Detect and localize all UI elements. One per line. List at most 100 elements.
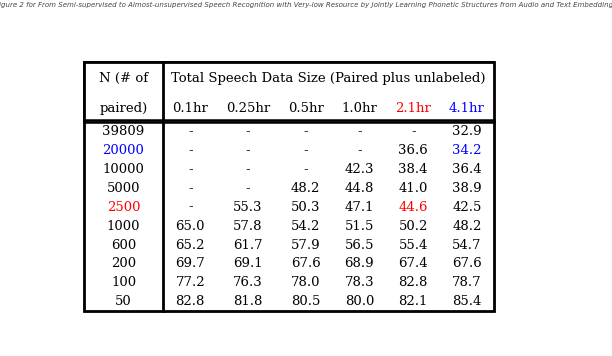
Text: 85.4: 85.4 bbox=[452, 295, 482, 308]
Text: 10000: 10000 bbox=[103, 163, 144, 176]
Bar bbox=[278, 179, 332, 198]
Bar bbox=[278, 141, 332, 160]
Bar bbox=[84, 292, 163, 312]
Text: -: - bbox=[188, 144, 193, 157]
Text: 81.8: 81.8 bbox=[233, 295, 263, 308]
Bar bbox=[163, 141, 217, 160]
Text: -: - bbox=[245, 125, 250, 138]
Bar bbox=[386, 122, 440, 141]
Bar bbox=[278, 95, 332, 122]
Bar bbox=[386, 273, 440, 292]
Text: -: - bbox=[304, 125, 308, 138]
Bar bbox=[217, 122, 278, 141]
Bar bbox=[278, 273, 332, 292]
Text: 51.5: 51.5 bbox=[345, 220, 374, 232]
Bar bbox=[332, 236, 386, 255]
Text: 2.1hr: 2.1hr bbox=[395, 102, 431, 115]
Text: 38.4: 38.4 bbox=[398, 163, 428, 176]
Bar bbox=[217, 198, 278, 216]
Bar bbox=[332, 292, 386, 312]
Text: -: - bbox=[245, 163, 250, 176]
Text: 57.8: 57.8 bbox=[233, 220, 263, 232]
Text: 48.2: 48.2 bbox=[291, 182, 320, 195]
Text: 1.0hr: 1.0hr bbox=[341, 102, 378, 115]
Text: 57.9: 57.9 bbox=[291, 239, 321, 251]
Bar bbox=[386, 141, 440, 160]
Bar bbox=[386, 236, 440, 255]
Bar bbox=[217, 216, 278, 236]
Text: 42.5: 42.5 bbox=[452, 200, 482, 214]
Bar bbox=[278, 255, 332, 273]
Text: 80.0: 80.0 bbox=[345, 295, 374, 308]
Text: 69.1: 69.1 bbox=[233, 257, 263, 271]
Bar bbox=[163, 160, 217, 179]
Text: 50.3: 50.3 bbox=[291, 200, 320, 214]
Bar bbox=[332, 179, 386, 198]
Bar bbox=[332, 95, 386, 122]
Bar bbox=[332, 273, 386, 292]
Bar bbox=[440, 160, 494, 179]
Text: 78.0: 78.0 bbox=[291, 276, 320, 289]
Bar bbox=[84, 62, 163, 122]
Text: paired): paired) bbox=[99, 102, 147, 115]
Bar bbox=[332, 160, 386, 179]
Bar bbox=[440, 273, 494, 292]
Bar bbox=[332, 255, 386, 273]
Text: 82.1: 82.1 bbox=[398, 295, 428, 308]
Text: 82.8: 82.8 bbox=[398, 276, 428, 289]
Bar bbox=[217, 160, 278, 179]
Text: 39809: 39809 bbox=[102, 125, 144, 138]
Bar bbox=[386, 160, 440, 179]
Text: 4.1hr: 4.1hr bbox=[449, 102, 485, 115]
Text: 50.2: 50.2 bbox=[398, 220, 428, 232]
Text: 82.8: 82.8 bbox=[176, 295, 205, 308]
Bar bbox=[440, 216, 494, 236]
Text: -: - bbox=[304, 163, 308, 176]
Text: 65.0: 65.0 bbox=[176, 220, 205, 232]
Bar bbox=[163, 95, 217, 122]
Text: 78.7: 78.7 bbox=[452, 276, 482, 289]
Text: 80.5: 80.5 bbox=[291, 295, 320, 308]
Bar bbox=[332, 141, 386, 160]
Text: 0.1hr: 0.1hr bbox=[173, 102, 208, 115]
Bar bbox=[84, 273, 163, 292]
Bar bbox=[440, 292, 494, 312]
Bar bbox=[84, 179, 163, 198]
Text: -: - bbox=[357, 144, 362, 157]
Bar bbox=[278, 292, 332, 312]
Bar bbox=[84, 141, 163, 160]
Text: 67.4: 67.4 bbox=[398, 257, 428, 271]
Bar bbox=[217, 236, 278, 255]
Text: N (# of: N (# of bbox=[99, 72, 148, 85]
Bar bbox=[217, 255, 278, 273]
Bar bbox=[163, 179, 217, 198]
Bar bbox=[217, 292, 278, 312]
Text: 200: 200 bbox=[111, 257, 136, 271]
Bar bbox=[84, 236, 163, 255]
Text: 2500: 2500 bbox=[106, 200, 140, 214]
Text: 0.5hr: 0.5hr bbox=[288, 102, 324, 115]
Text: 48.2: 48.2 bbox=[452, 220, 482, 232]
Bar bbox=[84, 255, 163, 273]
Text: 0.25hr: 0.25hr bbox=[226, 102, 270, 115]
Bar bbox=[163, 62, 494, 95]
Bar bbox=[386, 292, 440, 312]
Text: -: - bbox=[245, 144, 250, 157]
Text: 36.6: 36.6 bbox=[398, 144, 428, 157]
Bar bbox=[163, 198, 217, 216]
Text: 54.2: 54.2 bbox=[291, 220, 320, 232]
Bar bbox=[440, 236, 494, 255]
Bar bbox=[217, 141, 278, 160]
Text: 50: 50 bbox=[115, 295, 132, 308]
Bar bbox=[440, 95, 494, 122]
Bar bbox=[440, 141, 494, 160]
Bar bbox=[84, 216, 163, 236]
Bar bbox=[163, 216, 217, 236]
Text: -: - bbox=[188, 200, 193, 214]
Bar bbox=[163, 273, 217, 292]
Bar bbox=[386, 198, 440, 216]
Text: 34.2: 34.2 bbox=[452, 144, 482, 157]
Bar bbox=[278, 236, 332, 255]
Text: 67.6: 67.6 bbox=[452, 257, 482, 271]
Bar bbox=[386, 216, 440, 236]
